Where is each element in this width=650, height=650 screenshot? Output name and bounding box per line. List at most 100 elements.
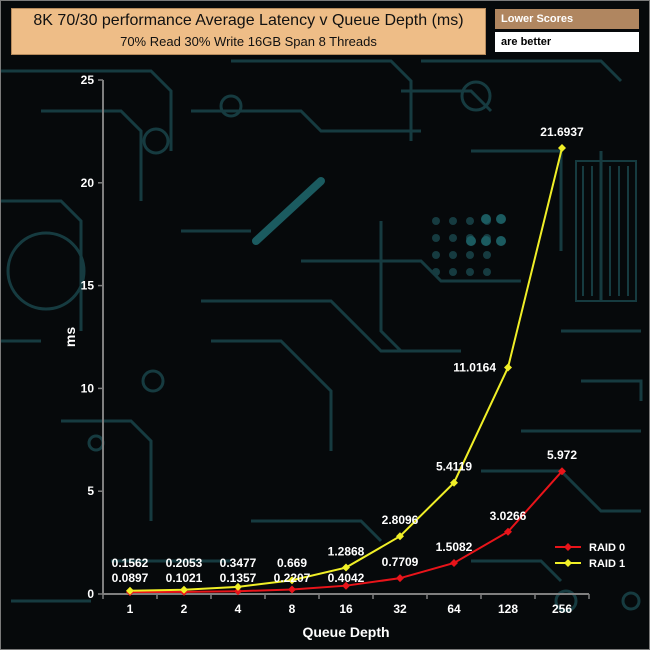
data-label: 5.4119: [436, 460, 472, 474]
circuit-dot: [432, 268, 440, 276]
data-label: 0.1021: [166, 571, 203, 585]
data-point: [288, 585, 296, 594]
data-point: [450, 478, 458, 487]
data-label: 0.3477: [220, 556, 257, 570]
data-point: [558, 143, 566, 152]
data-label: 0.669: [277, 556, 307, 570]
circuit-dot: [466, 251, 474, 259]
circuit-trace: [481, 469, 641, 513]
data-label: 5.972: [547, 448, 577, 462]
circuit-dot: [483, 268, 491, 276]
data-label: 0.2053: [166, 556, 203, 570]
legend-label: RAID 0: [589, 542, 625, 554]
circuit-dot: [432, 217, 440, 225]
chart-title: 8K 70/30 performance Average Latency v Q…: [33, 12, 464, 29]
circuit-trace: [1, 69, 173, 151]
circuit-dot: [449, 234, 457, 242]
circuit-trace: [211, 339, 333, 451]
data-point: [126, 586, 134, 595]
y-tick-label: 10: [81, 381, 95, 395]
x-tick-label: 32: [393, 602, 407, 616]
x-tick-label: 4: [235, 602, 242, 616]
y-tick-label: 20: [81, 176, 95, 190]
x-tick-label: 2: [181, 602, 188, 616]
data-label: 0.2207: [274, 571, 311, 585]
circuit-dot: [449, 251, 457, 259]
data-label: 3.0266: [490, 509, 527, 523]
data-label: 0.0897: [112, 571, 149, 585]
circuit-dot: [432, 251, 440, 259]
circuit-trace: [41, 109, 143, 201]
circuit-dot: [466, 268, 474, 276]
circuit-trace: [1, 199, 83, 331]
circuit-bus: [252, 177, 325, 245]
data-label: 11.0164: [453, 361, 496, 375]
x-tick-label: 8: [289, 602, 296, 616]
circuit-dot: [483, 251, 491, 259]
data-label: 0.1357: [220, 571, 257, 585]
circuit-ring: [621, 591, 641, 611]
data-label: 1.5082: [436, 540, 473, 554]
circuit-dot: [481, 236, 491, 246]
data-label: 0.7709: [382, 555, 419, 569]
data-label: 0.4042: [328, 571, 365, 585]
circuit-dot: [432, 234, 440, 242]
circuit-block: [575, 160, 637, 302]
circuit-trace: [191, 109, 421, 133]
circuit-trace: [581, 379, 643, 401]
x-tick-label: 64: [447, 602, 461, 616]
data-point: [396, 574, 404, 583]
circuit-trace: [421, 59, 623, 83]
chart-subtitle: 70% Read 30% Write 16GB Span 8 Threads: [120, 34, 377, 49]
data-label: 0.1562: [112, 556, 149, 570]
y-axis-title: ms: [62, 327, 78, 347]
circuit-trace: [231, 59, 413, 141]
x-tick-label: 256: [552, 602, 572, 616]
circuit-trace: [471, 559, 563, 583]
circuit-ring: [141, 369, 165, 393]
data-label: 2.8096: [382, 513, 419, 527]
circuit-trace: [61, 419, 153, 521]
y-tick-label: 0: [87, 587, 94, 601]
y-tick-label: 25: [81, 73, 95, 87]
legend-swatch-marker: [564, 559, 572, 567]
y-tick-label: 5: [87, 484, 94, 498]
x-tick-label: 16: [339, 602, 353, 616]
data-point: [288, 576, 296, 585]
circuit-dot: [466, 217, 474, 225]
circuit-ring: [142, 127, 170, 155]
circuit-trace: [201, 299, 461, 353]
x-axis-title: Queue Depth: [302, 624, 389, 640]
note-text: are better: [495, 32, 639, 52]
circuit-trace: [401, 89, 493, 113]
circuit-dot: [496, 214, 506, 224]
data-point: [180, 585, 188, 594]
circuit-ring: [554, 589, 578, 613]
data-label: 1.2868: [328, 545, 365, 559]
data-point: [450, 558, 458, 567]
series-line-raid-1: [129, 147, 563, 592]
data-point: [396, 532, 404, 541]
circuit-ring: [460, 80, 492, 112]
circuit-trace: [379, 221, 403, 353]
circuit-ring: [6, 231, 86, 311]
circuit-trace: [251, 519, 383, 543]
data-point: [234, 582, 242, 591]
data-point: [504, 527, 512, 536]
circuit-dot: [449, 217, 457, 225]
circuit-dot: [496, 236, 506, 246]
chart-title-box: 8K 70/30 performance Average Latency v Q…: [11, 8, 486, 55]
legend-swatch-marker: [564, 543, 572, 551]
circuit-ring: [219, 94, 243, 118]
circuit-dot: [481, 214, 491, 224]
data-point: [342, 563, 350, 572]
x-tick-label: 128: [498, 602, 518, 616]
data-point: [342, 581, 350, 590]
data-point: [504, 363, 512, 372]
y-tick-label: 15: [81, 279, 95, 293]
x-tick-label: 1: [127, 602, 134, 616]
circuit-dot: [466, 236, 476, 246]
